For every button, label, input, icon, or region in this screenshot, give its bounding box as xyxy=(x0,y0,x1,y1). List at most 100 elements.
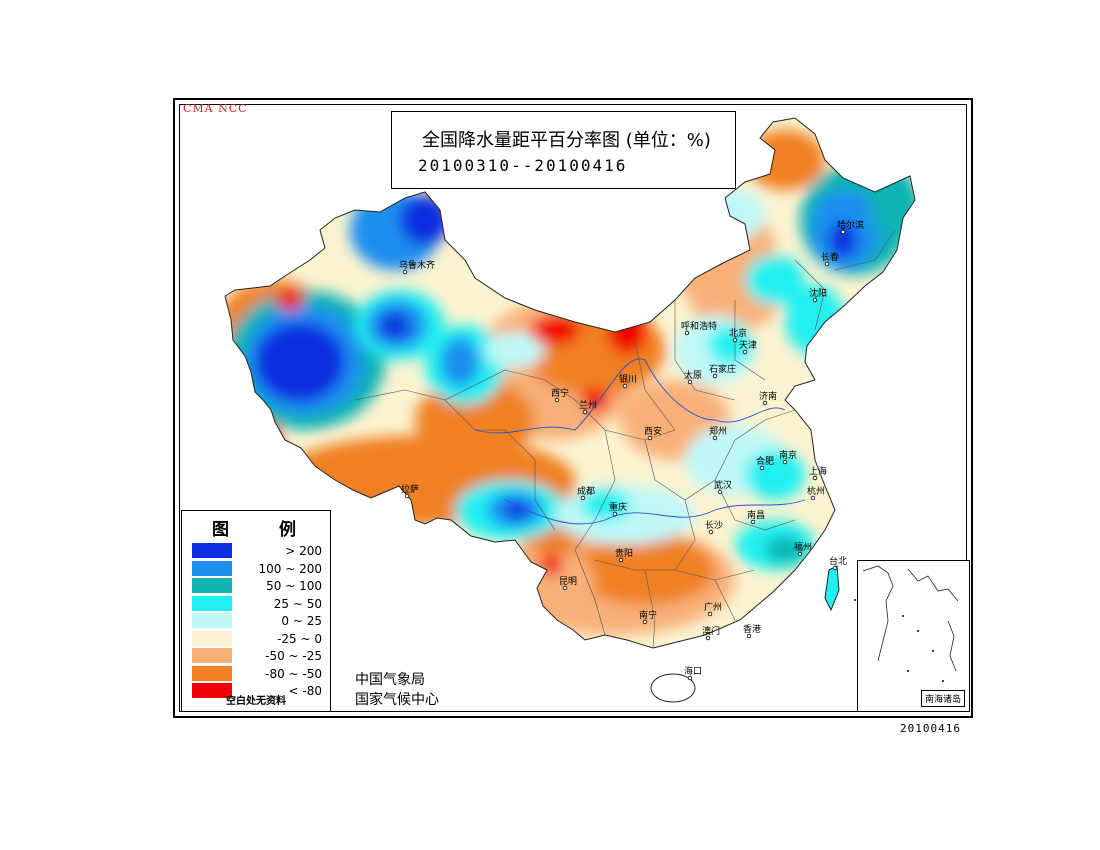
legend-label: 50 ~ 100 xyxy=(266,579,322,593)
city-label: 沈阳 xyxy=(809,287,827,299)
city-label: 太原 xyxy=(684,369,702,381)
map-date-range: 20100310--20100416 xyxy=(418,156,628,175)
city-label: 成都 xyxy=(577,485,595,497)
city-dot xyxy=(712,373,718,379)
city-label: 银川 xyxy=(619,373,637,385)
province-boundaries xyxy=(354,229,896,649)
legend-label: -50 ~ -25 xyxy=(265,649,322,663)
legend-row: -80 ~ -50 xyxy=(192,665,322,683)
taiwan-outline xyxy=(824,565,840,612)
city-dot xyxy=(712,435,718,441)
city-label: 济南 xyxy=(759,390,777,402)
city-label: 长春 xyxy=(821,251,839,263)
city-marker: 武汉 xyxy=(714,479,732,495)
city-label: 南宁 xyxy=(639,609,657,621)
city-marker: 济南 xyxy=(759,390,777,406)
legend-swatch xyxy=(192,595,232,611)
inset-map xyxy=(862,565,959,682)
city-marker: 北京 xyxy=(729,327,747,343)
legend-row: 100 ~ 200 xyxy=(192,560,323,578)
city-marker: 长沙 xyxy=(705,519,723,535)
legend: 图 例 > 200 100 ~ 200 50 ~ 100 25 ~ 50 0 ~ 25 -… xyxy=(181,510,331,712)
city-marker: 乌鲁木齐 xyxy=(399,259,435,275)
rivers xyxy=(474,358,806,525)
city-label: 西宁 xyxy=(551,387,569,399)
legend-swatch xyxy=(192,613,232,628)
city-marker: 银川 xyxy=(619,373,637,389)
legend-label: > 200 xyxy=(285,544,322,558)
city-label: 海口 xyxy=(684,665,702,677)
city-label: 兰州 xyxy=(579,399,597,411)
agency-line-1: 中国气象局 xyxy=(355,672,425,688)
map-frame: 乌鲁木齐 哈尔滨 长春 沈阳 呼和浩特 北京 天津 银川 太原 石家庄 西宁 兰州 济南 西安 郑州 合肥 南京… xyxy=(173,98,973,718)
city-marker: 昆明 xyxy=(559,576,577,591)
watermark: CMA NCC xyxy=(183,102,248,115)
city-label: 呼和浩特 xyxy=(681,320,717,332)
city-marker: 呼和浩特 xyxy=(681,320,717,336)
legend-row: > 200 xyxy=(192,543,322,560)
city-dot xyxy=(687,379,693,385)
footer-date: 20100416 xyxy=(900,722,961,735)
legend-label: 100 ~ 200 xyxy=(258,561,323,576)
city-label: 香港 xyxy=(743,623,761,635)
city-dot xyxy=(580,495,586,501)
city-label: 重庆 xyxy=(609,501,627,513)
city-label: 长沙 xyxy=(705,519,723,531)
city-dot xyxy=(687,675,693,681)
inset-label: 南海诸岛 xyxy=(920,690,965,707)
city-marker: 郑州 xyxy=(709,425,727,441)
legend-swatch xyxy=(192,665,232,681)
city-dot xyxy=(742,349,748,355)
city-marker: 成都 xyxy=(577,485,595,501)
legend-row: 25 ~ 50 xyxy=(192,595,322,613)
city-marker: 海口 xyxy=(684,665,702,681)
city-dot xyxy=(824,261,830,267)
city-marker: 福州 xyxy=(794,541,812,557)
legend-title: 图 例 xyxy=(212,520,318,540)
legend-swatch xyxy=(192,648,232,663)
city-dot xyxy=(618,557,624,563)
legend-label: -25 ~ 0 xyxy=(277,631,322,646)
city-dot xyxy=(797,551,803,557)
city-dot xyxy=(642,619,648,625)
city-dot xyxy=(554,397,560,403)
city-label: 拉萨 xyxy=(401,483,419,495)
city-dot xyxy=(707,611,713,617)
city-label: 天津 xyxy=(739,340,757,351)
city-label: 昆明 xyxy=(559,576,577,587)
country-outline xyxy=(224,117,916,649)
city-marker: 台北 xyxy=(829,555,847,571)
legend-swatch xyxy=(192,560,232,576)
city-dot xyxy=(647,435,653,441)
legend-label: 0 ~ 25 xyxy=(281,614,322,628)
legend-label: < -80 xyxy=(288,684,322,698)
city-label: 乌鲁木齐 xyxy=(399,259,435,271)
legend-row: -50 ~ -25 xyxy=(192,648,322,665)
city-dot xyxy=(812,475,818,481)
city-dot xyxy=(562,585,568,591)
city-dot xyxy=(684,330,690,336)
agency-line-2: 国家气候中心 xyxy=(355,692,439,708)
legend-row: < -80 xyxy=(192,683,322,700)
city-dot xyxy=(810,495,816,501)
city-marker: 广州 xyxy=(704,601,722,617)
city-dot xyxy=(762,400,768,406)
legend-row: 0 ~ 25 xyxy=(192,613,322,630)
city-dot xyxy=(812,297,818,303)
city-label: 合肥 xyxy=(756,455,774,467)
city-dot xyxy=(612,511,618,517)
legend-note: 空白处无资料 xyxy=(226,696,286,707)
city-marker: 天津 xyxy=(739,340,757,355)
city-dot xyxy=(840,229,846,235)
city-label: 杭州 xyxy=(807,485,825,497)
city-marker: 太原 xyxy=(684,369,702,385)
city-label: 南京 xyxy=(779,449,797,461)
city-marker: 上海 xyxy=(809,465,827,481)
city-label: 上海 xyxy=(809,465,827,477)
legend-swatch xyxy=(192,543,232,558)
city-label: 广州 xyxy=(704,601,722,613)
city-label: 福州 xyxy=(794,541,812,553)
city-label: 石家庄 xyxy=(709,363,736,375)
